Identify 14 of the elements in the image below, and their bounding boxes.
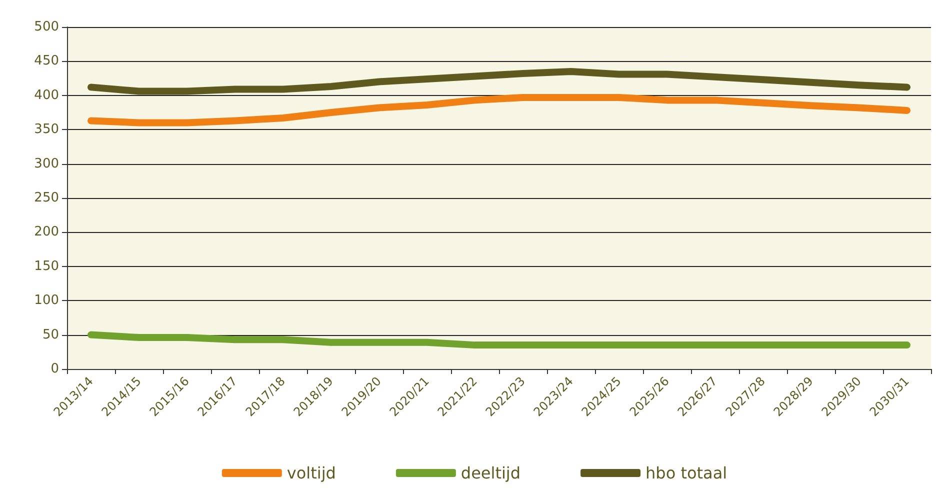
y-tick-label: 400 bbox=[34, 88, 59, 103]
y-tick-label: 200 bbox=[34, 224, 59, 240]
y-tick-label: 250 bbox=[34, 190, 59, 206]
y-tick-label: 0 bbox=[50, 362, 59, 376]
legend-label: voltijd bbox=[286, 464, 336, 482]
y-tick-label: 450 bbox=[34, 54, 59, 69]
y-tick-label: 150 bbox=[34, 258, 59, 274]
legend-label: deeltijd bbox=[460, 464, 521, 482]
y-tick-label: 350 bbox=[34, 122, 59, 138]
y-tick-label: 500 bbox=[34, 20, 59, 34]
y-tick-label: 100 bbox=[34, 293, 59, 308]
y-tick-label: 300 bbox=[34, 156, 59, 172]
y-tick-label: 50 bbox=[42, 327, 59, 342]
legend-label: hbo totaal bbox=[646, 464, 728, 482]
